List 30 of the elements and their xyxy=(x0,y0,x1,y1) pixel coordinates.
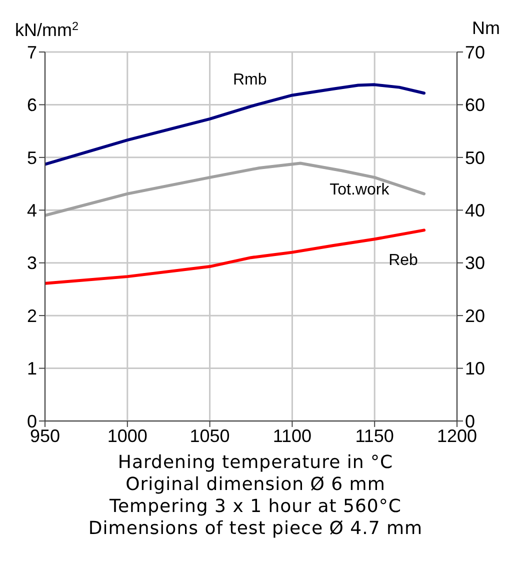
y-tick-label: 7 xyxy=(26,42,37,62)
y2-tick-label: 10 xyxy=(465,358,486,379)
y-tick-label: 5 xyxy=(26,148,37,168)
y2-tick-label: 70 xyxy=(465,42,486,62)
y-tick-label: 6 xyxy=(26,95,37,116)
y-tick-label: 1 xyxy=(26,358,37,379)
x-tick-label: 1050 xyxy=(190,426,230,446)
y2-axis-title: Nm xyxy=(472,18,500,38)
y-tick-label: 4 xyxy=(26,200,37,221)
text: Tempering 3 x 1 hour at 560°C xyxy=(108,496,402,518)
y-axis-title: kN/mm$^{2}$ xyxy=(15,20,79,40)
y2-tick-label: 40 xyxy=(465,200,486,221)
y2-tick-label: 50 xyxy=(465,148,486,168)
x-tick-label: 1150 xyxy=(355,426,394,446)
y2-tick-label: 60 xyxy=(465,95,486,116)
series-label: Tot.work xyxy=(330,182,390,199)
y-tick-label: 3 xyxy=(26,253,37,274)
x-axis-title: Hardening temperature in °C xyxy=(116,452,394,474)
series-label: Reb xyxy=(388,252,418,270)
x-tick-label: 1100 xyxy=(272,426,312,446)
text: Original dimension Ø 6 mm xyxy=(124,474,386,496)
y2-tick-label: 20 xyxy=(465,306,486,326)
y-tick-label: 2 xyxy=(26,306,37,326)
text: Dimensions of test piece Ø 4.7 mm xyxy=(87,518,424,540)
y2-tick-label: 30 xyxy=(465,253,486,274)
line-series xyxy=(45,162,426,217)
line-series xyxy=(45,83,426,166)
x-tick-label: 1000 xyxy=(107,426,148,446)
series-label: Rmb xyxy=(233,71,267,88)
line-series xyxy=(45,228,426,285)
